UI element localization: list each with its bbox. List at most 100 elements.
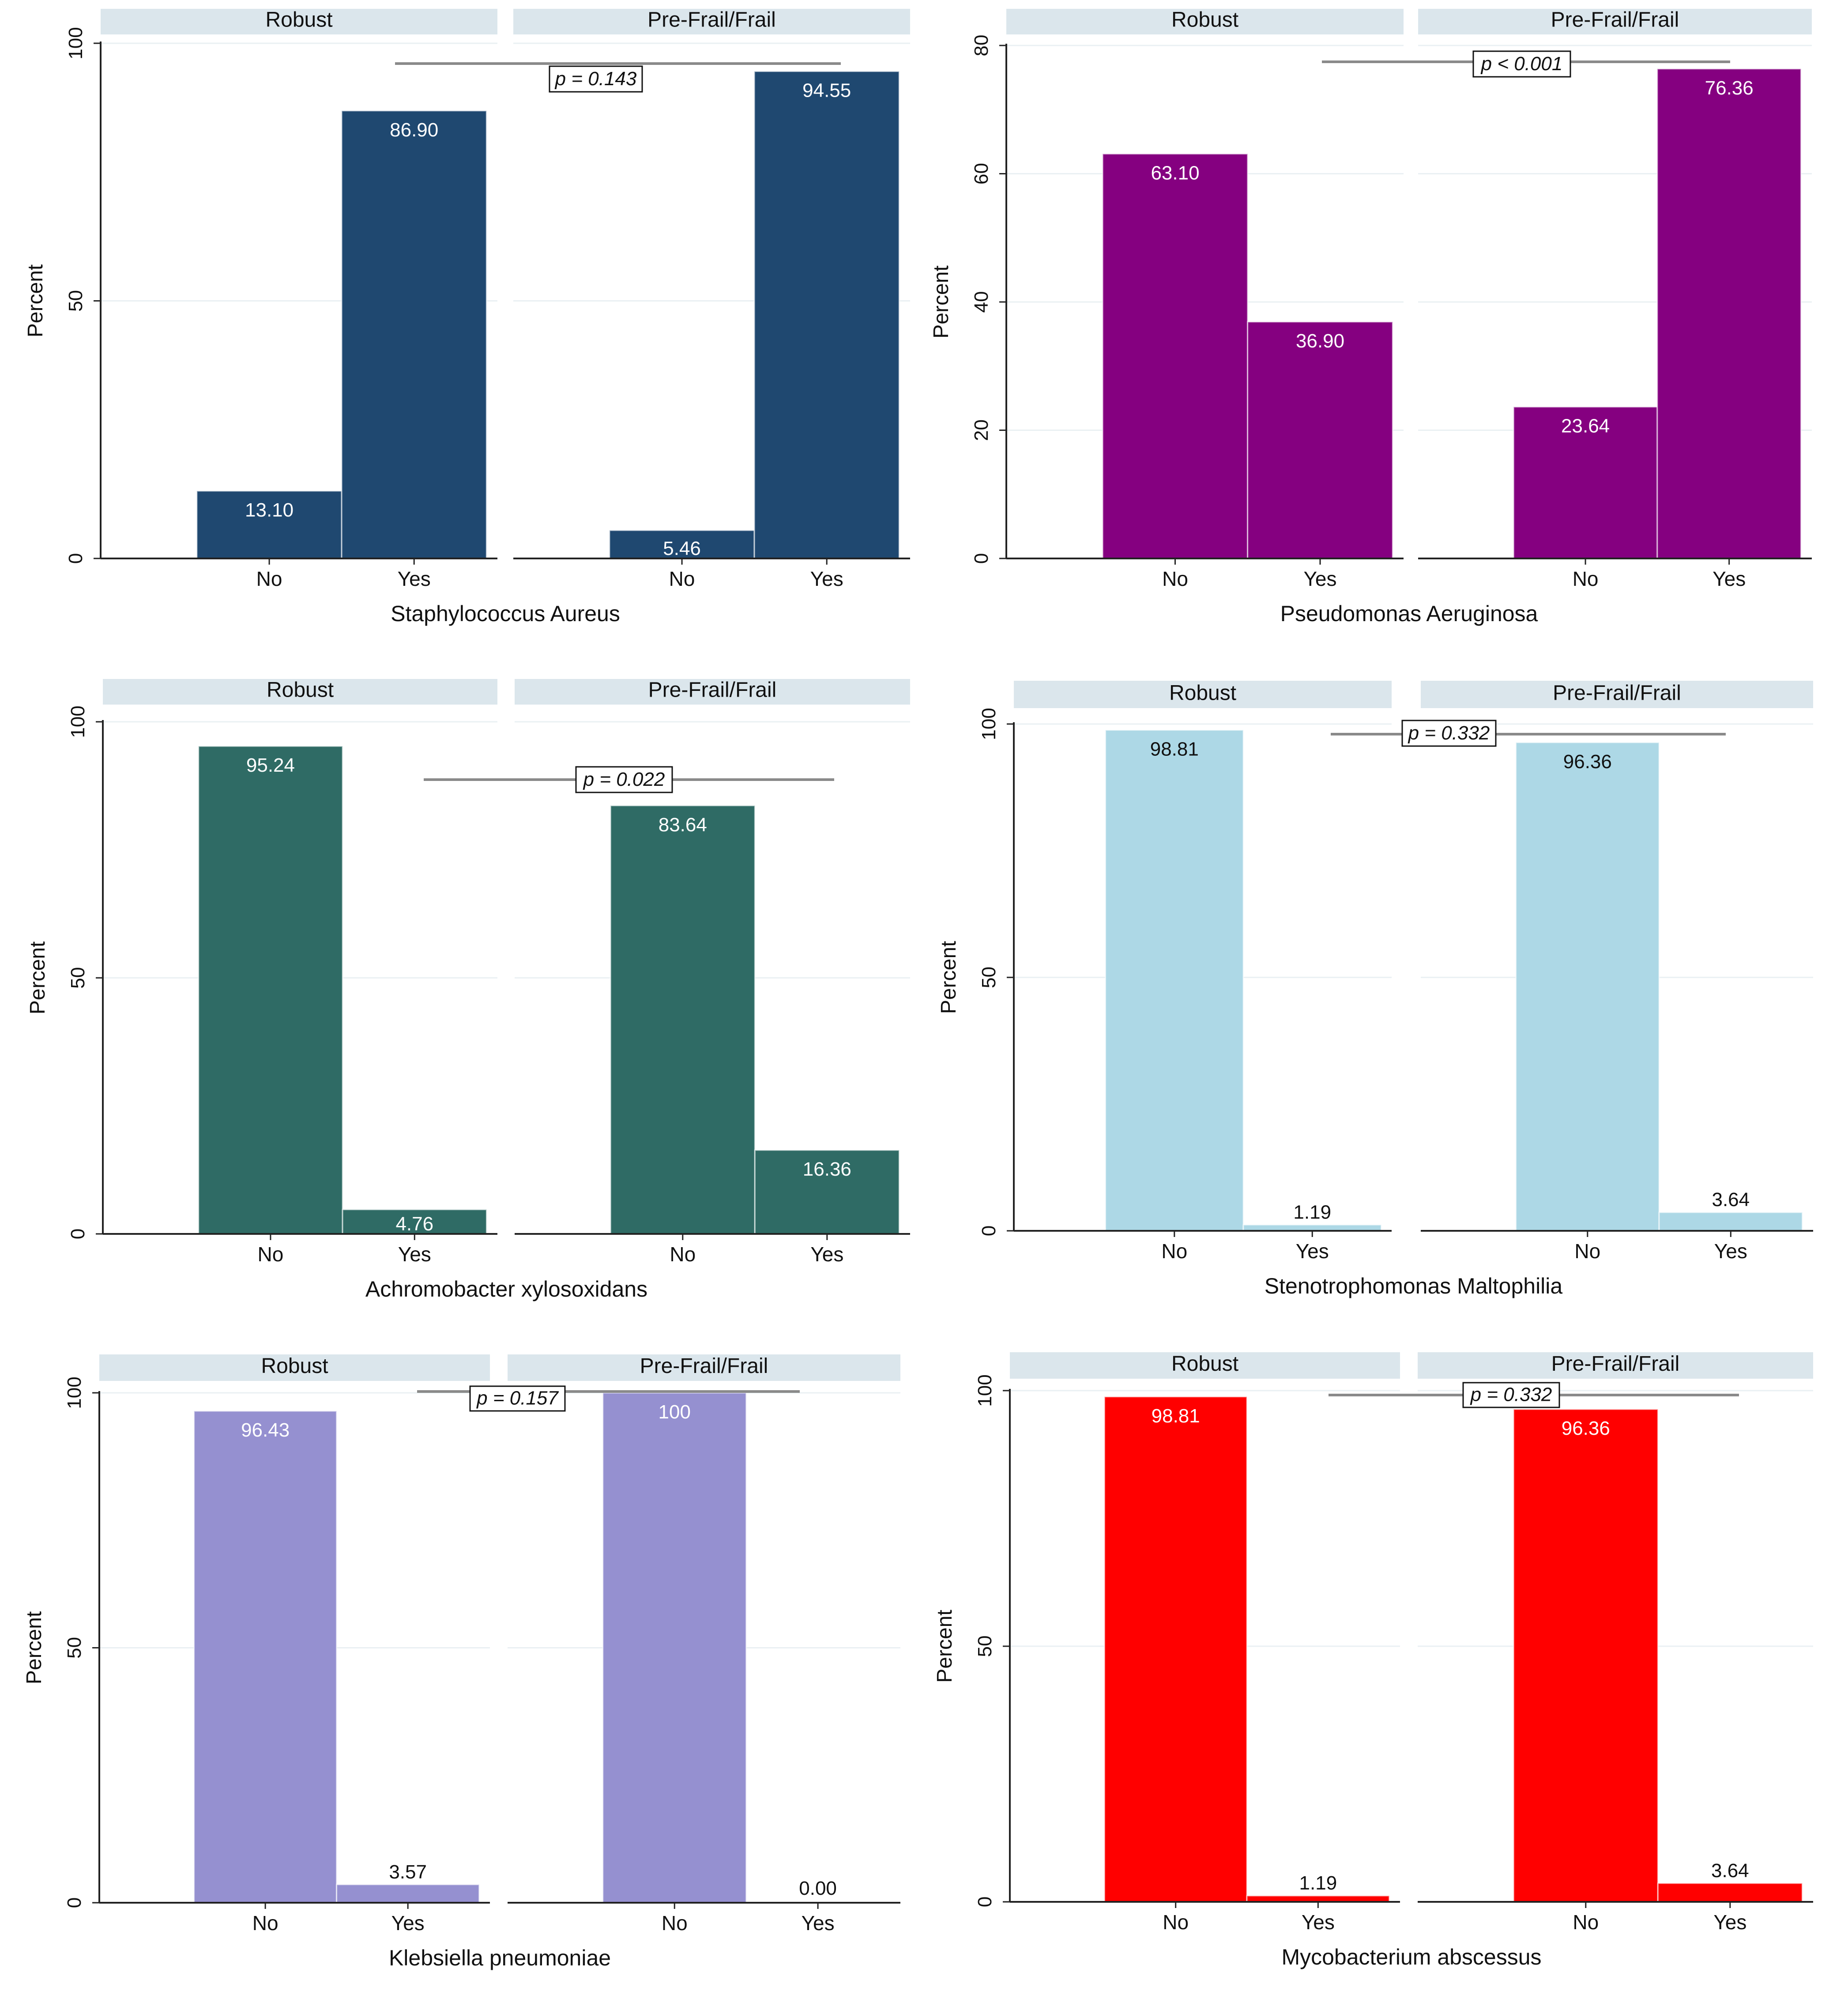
x-axis-label: Klebsiella pneumoniae (389, 1946, 611, 1970)
x-tick-label: No (662, 1912, 688, 1935)
y-tick-label: 100 (65, 27, 87, 59)
bar (1103, 1396, 1248, 1903)
y-tick-label: 100 (978, 708, 1000, 740)
chart-1: Robust Pre-Frail/Frail 13.10 No 86.90 Yes 5.46… (24, 8, 910, 626)
y-tick-label: 50 (974, 1636, 996, 1657)
y-tick-label: 0 (971, 553, 992, 564)
panel-title: Pre-Frail/Frail (640, 1354, 768, 1378)
data-label: 5.46 (663, 538, 701, 559)
panel-title: Robust (1169, 681, 1236, 705)
bar (198, 745, 343, 1235)
y-tick-label: 100 (64, 1376, 85, 1409)
x-tick-label: Yes (810, 1243, 843, 1266)
y-tick-label: 80 (971, 35, 992, 57)
x-tick-label: Yes (398, 567, 431, 590)
y-tick-label: 20 (971, 419, 992, 441)
x-tick-label: No (256, 567, 282, 590)
bar (754, 1149, 900, 1235)
x-tick-label: No (1573, 567, 1599, 590)
y-tick-label: 100 (974, 1374, 996, 1407)
bar (610, 805, 756, 1235)
y-axis-label: Percent (937, 941, 960, 1014)
panel-strip (513, 9, 910, 34)
panel-strip (99, 1354, 490, 1381)
panel-title: Pre-Frail/Frail (1551, 8, 1679, 32)
x-tick-label: No (669, 567, 695, 590)
data-label: 0.00 (799, 1878, 837, 1899)
bar (1513, 1408, 1659, 1903)
x-tick-label: Yes (391, 1912, 425, 1935)
data-label: 16.36 (803, 1158, 851, 1180)
bar (1658, 1211, 1803, 1232)
chart-4: Robust Pre-Frail/Frail 98.81 No 1.19 Yes 96.36… (937, 681, 1813, 1298)
pvalue-box (575, 766, 673, 793)
x-tick-label: No (1161, 1240, 1187, 1263)
x-tick-label: Yes (810, 567, 843, 590)
panel-strip (1421, 681, 1813, 708)
y-tick-label: 50 (64, 1637, 85, 1659)
panel-title: Pre-Frail/Frail (647, 8, 776, 32)
y-tick-label: 0 (67, 1229, 89, 1239)
y-axis-label: Percent (23, 1611, 46, 1684)
y-tick-label: 0 (978, 1226, 1000, 1236)
x-tick-label: Yes (1713, 1911, 1746, 1934)
data-label: 83.64 (659, 814, 707, 836)
x-tick-label: Yes (1296, 1240, 1329, 1263)
bar (1242, 1224, 1382, 1232)
data-label: 86.90 (390, 119, 438, 141)
pvalue-label: p = 0.332 (1470, 1384, 1552, 1405)
bar (336, 1884, 480, 1904)
y-axis-label: Percent (930, 265, 953, 338)
data-label: 96.43 (241, 1419, 290, 1441)
data-label: 3.57 (389, 1861, 427, 1883)
data-label: 4.76 (395, 1213, 433, 1235)
charts-layer: Robust Pre-Frail/Frail 13.10 No 86.90 Yes 5.46… (23, 8, 1813, 1970)
panel-title: Robust (1171, 8, 1238, 32)
data-label: 96.36 (1563, 751, 1612, 773)
x-axis-label: Pseudomonas Aeruginosa (1280, 601, 1538, 626)
bar (193, 1410, 338, 1904)
x-axis-label: Staphylococcus Aureus (391, 601, 620, 626)
panel-title: Pre-Frail/Frail (648, 679, 777, 702)
data-label: 13.10 (245, 499, 294, 521)
data-label: 98.81 (1150, 739, 1199, 760)
panel-strip (508, 1354, 900, 1381)
pvalue-label: p = 0.022 (583, 769, 665, 790)
bar (1247, 321, 1393, 559)
y-tick-label: 0 (974, 1897, 996, 1907)
x-tick-label: Yes (1713, 567, 1746, 590)
y-tick-label: 0 (65, 553, 87, 564)
y-tick-label: 100 (67, 705, 89, 738)
x-tick-label: No (258, 1243, 284, 1266)
data-label: 98.81 (1152, 1405, 1200, 1427)
y-axis-label: Percent (24, 264, 47, 337)
pvalue-box (1462, 1382, 1560, 1408)
bar (1656, 68, 1802, 559)
x-axis-label: Mycobacterium abscessus (1281, 1945, 1541, 1969)
pvalue-box (1401, 720, 1497, 747)
bar (1246, 1895, 1390, 1903)
y-tick-label: 50 (978, 967, 1000, 988)
data-label: 100 (659, 1401, 691, 1423)
pvalue-box (469, 1385, 566, 1412)
bar (602, 1392, 747, 1904)
pvalue-label: p = 0.143 (554, 68, 637, 90)
data-label: 36.90 (1296, 330, 1344, 352)
data-label: 96.36 (1562, 1418, 1610, 1439)
chart-2: Robust Pre-Frail/Frail 63.10 No 36.90 Yes 23.6… (930, 8, 1812, 626)
pvalue-box (549, 65, 643, 93)
x-tick-label: Yes (398, 1243, 431, 1266)
data-label: 1.19 (1293, 1201, 1331, 1223)
x-tick-label: Yes (1302, 1911, 1335, 1934)
data-label: 94.55 (802, 80, 851, 102)
panel-strip (101, 9, 497, 34)
data-label: 95.24 (246, 754, 295, 776)
x-axis-label: Achromobacter xylosoxidans (365, 1277, 647, 1301)
bar (196, 490, 343, 559)
pvalue-label: p = 0.157 (476, 1387, 559, 1409)
panel-title: Robust (265, 8, 332, 32)
bar (1102, 153, 1249, 559)
pvalue-box (1472, 50, 1571, 78)
pvalue-label: p < 0.001 (1480, 53, 1563, 75)
